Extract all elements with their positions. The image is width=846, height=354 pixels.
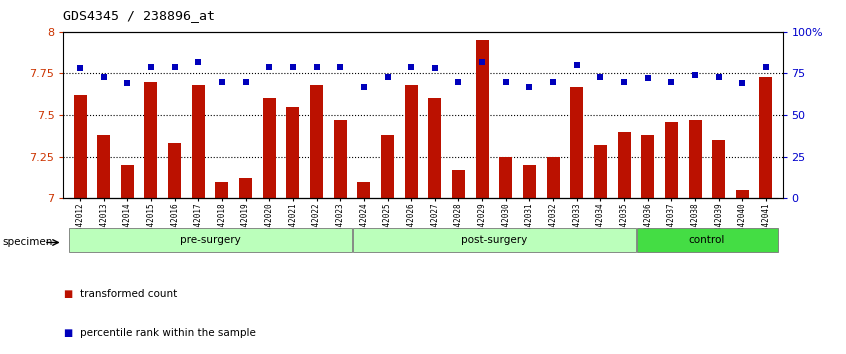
- Text: GDS4345 / 238896_at: GDS4345 / 238896_at: [63, 9, 216, 22]
- Point: [641, 76, 655, 81]
- Bar: [287, 107, 299, 198]
- Bar: [712, 140, 725, 198]
- Bar: [594, 145, 607, 198]
- Bar: [310, 85, 323, 198]
- Point: [97, 74, 111, 80]
- FancyBboxPatch shape: [353, 228, 636, 252]
- Point: [144, 64, 157, 70]
- Point: [404, 64, 418, 70]
- Bar: [404, 85, 418, 198]
- FancyBboxPatch shape: [69, 228, 352, 252]
- Point: [286, 64, 299, 70]
- Point: [74, 65, 87, 71]
- Bar: [121, 165, 134, 198]
- Point: [452, 79, 465, 85]
- Point: [689, 72, 702, 78]
- Point: [523, 84, 536, 90]
- Bar: [428, 98, 442, 198]
- Bar: [452, 170, 465, 198]
- Point: [759, 64, 772, 70]
- Bar: [381, 135, 394, 198]
- Point: [618, 79, 631, 85]
- Point: [665, 79, 678, 85]
- Bar: [216, 182, 228, 198]
- Text: percentile rank within the sample: percentile rank within the sample: [80, 328, 256, 338]
- Bar: [736, 190, 749, 198]
- Point: [333, 64, 347, 70]
- Point: [594, 74, 607, 80]
- Bar: [760, 77, 772, 198]
- Bar: [618, 132, 630, 198]
- Point: [475, 59, 489, 65]
- Point: [120, 81, 134, 86]
- Point: [499, 79, 513, 85]
- Bar: [475, 40, 489, 198]
- Text: control: control: [689, 235, 725, 245]
- Point: [357, 84, 371, 90]
- Text: pre-surgery: pre-surgery: [179, 235, 240, 245]
- Bar: [192, 85, 205, 198]
- FancyBboxPatch shape: [637, 228, 777, 252]
- Bar: [689, 120, 701, 198]
- Point: [570, 62, 584, 68]
- Bar: [168, 143, 181, 198]
- Bar: [239, 178, 252, 198]
- Bar: [97, 135, 110, 198]
- Text: ■: ■: [63, 328, 73, 338]
- Point: [191, 59, 205, 65]
- Point: [239, 79, 252, 85]
- Bar: [547, 156, 559, 198]
- Point: [381, 74, 394, 80]
- Bar: [333, 120, 347, 198]
- Bar: [523, 165, 536, 198]
- Point: [428, 65, 442, 71]
- Text: transformed count: transformed count: [80, 289, 178, 299]
- Point: [215, 79, 228, 85]
- Bar: [357, 182, 371, 198]
- Point: [262, 64, 276, 70]
- Text: specimen: specimen: [3, 238, 53, 247]
- Point: [735, 81, 749, 86]
- Point: [547, 79, 560, 85]
- Point: [712, 74, 726, 80]
- Point: [168, 64, 181, 70]
- Text: ■: ■: [63, 289, 73, 299]
- Bar: [570, 87, 583, 198]
- Bar: [74, 95, 86, 198]
- Bar: [499, 156, 513, 198]
- Bar: [145, 82, 157, 198]
- Bar: [263, 98, 276, 198]
- Point: [310, 64, 323, 70]
- Bar: [641, 135, 654, 198]
- Bar: [665, 122, 678, 198]
- Text: post-surgery: post-surgery: [461, 235, 527, 245]
